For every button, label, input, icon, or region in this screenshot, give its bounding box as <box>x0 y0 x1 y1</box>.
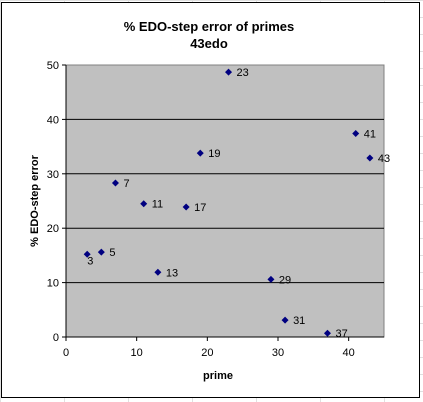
data-point-3[interactable] <box>83 250 91 258</box>
data-label-29: 29 <box>279 274 291 286</box>
x-tick-label-40: 40 <box>343 347 355 359</box>
data-point-23[interactable] <box>225 68 233 76</box>
y-tick-label-20: 20 <box>47 223 59 235</box>
data-label-37: 37 <box>335 328 347 340</box>
y-tick-label-10: 10 <box>47 278 59 290</box>
y-tick-label-40: 40 <box>47 114 59 126</box>
data-point-19[interactable] <box>196 149 204 157</box>
y-tick-label-50: 50 <box>47 60 59 72</box>
axes <box>62 64 384 341</box>
x-tick-label-30: 30 <box>272 347 284 359</box>
data-point-7[interactable] <box>111 179 119 187</box>
data-label-5: 5 <box>109 247 115 259</box>
y-tick-label-30: 30 <box>47 169 59 181</box>
data-point-29[interactable] <box>267 275 275 283</box>
data-point-41[interactable] <box>352 130 360 138</box>
chart-title: % EDO-step error of primes <box>124 19 295 34</box>
data-label-3: 3 <box>87 255 93 267</box>
x-tick-label-10: 10 <box>131 347 143 359</box>
gridlines <box>66 118 384 284</box>
data-label-7: 7 <box>123 178 129 190</box>
data-label-41: 41 <box>364 129 376 141</box>
data-point-43[interactable] <box>366 154 374 162</box>
data-point-11[interactable] <box>140 200 148 208</box>
data-label-43: 43 <box>378 153 390 165</box>
data-label-13: 13 <box>166 267 178 279</box>
tick-labels: 0 10 20 30 40 50 0 10 20 30 40 <box>47 60 355 359</box>
data-label-31: 31 <box>293 315 305 327</box>
x-axis-title: prime <box>203 370 233 382</box>
data-label-17: 17 <box>194 202 206 214</box>
data-point-37[interactable] <box>323 329 331 337</box>
y-tick-label-0: 0 <box>53 332 59 344</box>
data-label-19: 19 <box>208 148 220 160</box>
x-tick-label-20: 20 <box>201 347 213 359</box>
data-point-13[interactable] <box>154 268 162 276</box>
plot-area[interactable] <box>65 64 385 338</box>
data-point-17[interactable] <box>182 203 190 211</box>
data-label-11: 11 <box>152 199 163 211</box>
y-axis-title: % EDO-step error <box>29 154 41 246</box>
data-point-5[interactable] <box>97 248 105 256</box>
data-label-23: 23 <box>237 67 249 79</box>
x-tick-label-0: 0 <box>63 347 69 359</box>
chart-subtitle: 43edo <box>190 36 228 51</box>
data-point-31[interactable] <box>281 316 289 324</box>
